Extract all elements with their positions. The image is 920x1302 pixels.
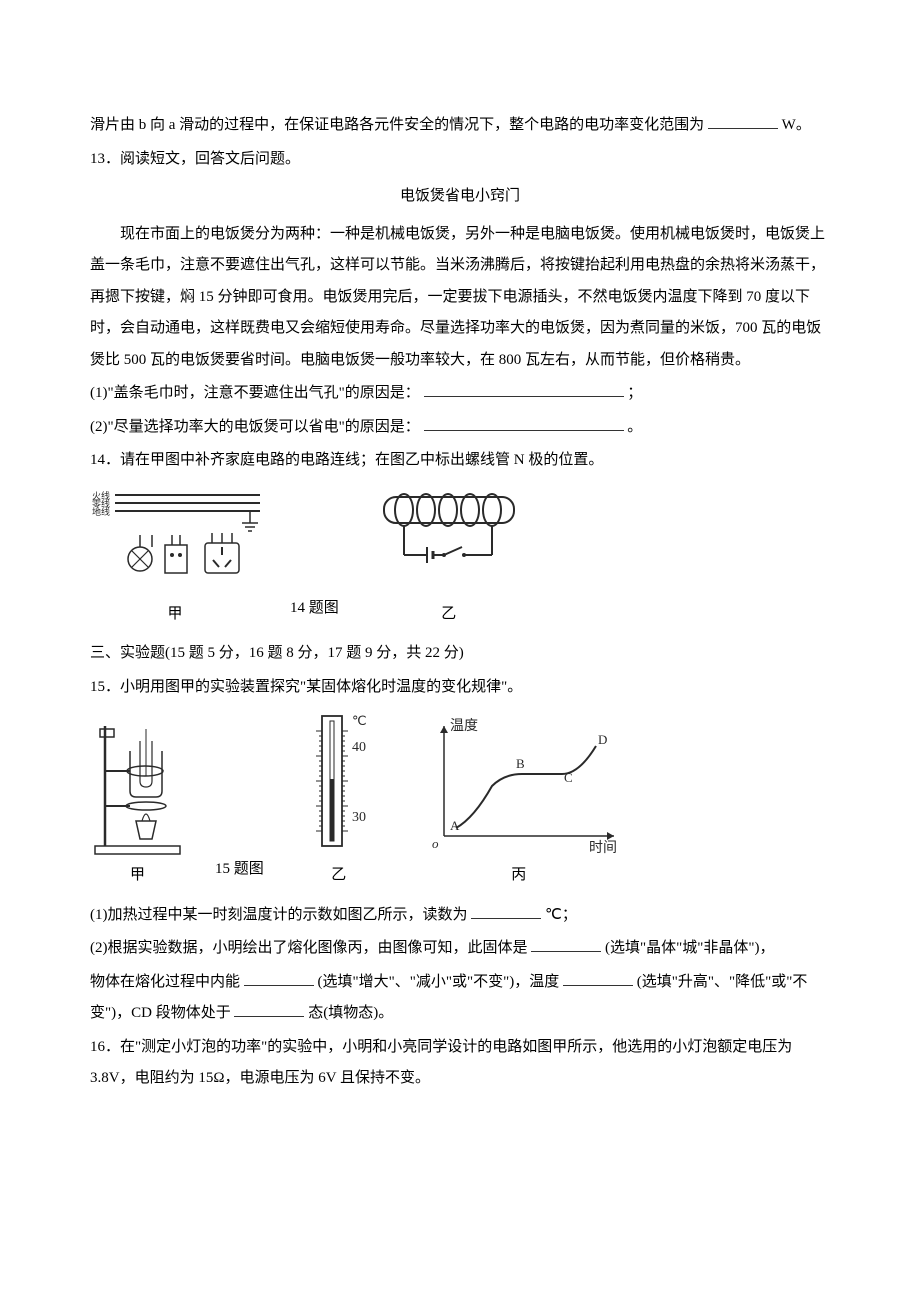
q15-fig-jia-box: 甲 <box>90 721 185 892</box>
svg-text:o: o <box>432 836 439 851</box>
q15-sub2-f: 态(填物态)。 <box>308 1005 393 1021</box>
q12-unit: W。 <box>782 117 811 133</box>
svg-text:B: B <box>516 756 525 771</box>
svg-text:时间: 时间 <box>589 840 617 856</box>
q15-label-bing: 丙 <box>511 860 526 892</box>
q15-fig-yi: ℃ 40 30 <box>294 711 384 856</box>
q15-prompt: 15．小明用图甲的实验装置探究"某固体熔化时温度的变化规律"。 <box>90 672 830 704</box>
q13-passage: 现在市面上的电饭煲分为两种：一种是机械电饭煲，另外一种是电脑电饭煲。使用机械电饭… <box>90 219 830 377</box>
q13-sub1-text: (1)"盖条毛巾时，注意不要遮住出气孔"的原因是： <box>90 385 420 401</box>
q14-fig-jia-box: 火线零线地线 甲 <box>90 485 260 631</box>
section3-header: 三、实验题(15 题 5 分，16 题 8 分，17 题 9 分，共 22 分) <box>90 638 830 670</box>
svg-text:温度: 温度 <box>450 718 478 734</box>
q12-tail-text: 滑片由 b 向 a 滑动的过程中，在保证电路各元件安全的情况下，整个电路的电功率… <box>90 117 704 133</box>
q15-sub2-blank3[interactable] <box>563 969 633 986</box>
svg-text:地线: 地线 <box>92 506 110 517</box>
q15-sub2-blank1[interactable] <box>531 936 601 953</box>
q13-sub2-blank[interactable] <box>424 414 624 431</box>
q15-sub1-a: (1)加热过程中某一时刻温度计的示数如图乙所示，读数为 <box>90 907 468 923</box>
q15-sub2-c: 物体在熔化过程中内能 <box>90 974 240 990</box>
svg-text:℃: ℃ <box>352 713 367 728</box>
svg-text:40: 40 <box>352 740 366 755</box>
q15-fig-bing: 温度时间 oA B C D <box>414 716 624 856</box>
q14-label-yi: 乙 <box>441 599 456 631</box>
svg-text:D: D <box>598 732 607 747</box>
q13-sub1: (1)"盖条毛巾时，注意不要遮住出气孔"的原因是： ； <box>90 378 830 410</box>
q15-fig-jia <box>90 721 185 856</box>
q13-sub2: (2)"尽量选择功率大的电饭煲可以省电"的原因是： 。 <box>90 412 830 444</box>
q13-title: 电饭煲省电小窍门 <box>90 181 830 213</box>
svg-text:A: A <box>450 818 460 833</box>
q15-sub1-blank[interactable] <box>471 902 541 919</box>
q13-sub1-tail: ； <box>627 385 642 401</box>
q15-sub2-blank4[interactable] <box>234 1001 304 1018</box>
q15-sub2-b: (选填"晶体"城"非晶体")， <box>605 940 774 956</box>
q14-prompt: 14．请在甲图中补齐家庭电路的电路连线；在图乙中标出螺线管 N 极的位置。 <box>90 445 830 477</box>
q15-sub2-a: (2)根据实验数据，小明绘出了熔化图像丙，由图像可知，此固体是 <box>90 940 528 956</box>
q15-sub1-b: ℃； <box>545 907 577 923</box>
q15-sub2-line2: 物体在熔化过程中内能 (选填"增大"、"减小"或"不变")，温度 (选填"升高"… <box>90 967 830 1030</box>
q14-fig-yi <box>369 485 529 595</box>
q15-sub1: (1)加热过程中某一时刻温度计的示数如图乙所示，读数为 ℃； <box>90 900 830 932</box>
q14-fig-yi-box: 乙 <box>369 485 529 631</box>
q15-label-mid: 15 题图 <box>215 854 264 892</box>
q13-sub2-text: (2)"尽量选择功率大的电饭煲可以省电"的原因是： <box>90 419 420 435</box>
q16-prompt: 16．在"测定小灯泡的功率"的实验中，小明和小亮同学设计的电路如图甲所示，他选用… <box>90 1032 830 1095</box>
q15-sub2-d: (选填"增大"、"减小"或"不变")，温度 <box>318 974 560 990</box>
q14-label-jia: 甲 <box>167 599 182 631</box>
q12-blank[interactable] <box>708 113 778 130</box>
q14-figures: 火线零线地线 甲 14 题图 乙 <box>90 485 830 631</box>
q15-label-yi: 乙 <box>331 860 346 892</box>
q15-sub2-blank2[interactable] <box>244 969 314 986</box>
svg-text:C: C <box>564 770 573 785</box>
q15-sub2-line1: (2)根据实验数据，小明绘出了熔化图像丙，由图像可知，此固体是 (选填"晶体"城… <box>90 933 830 965</box>
q14-fig-jia: 火线零线地线 <box>90 485 260 595</box>
q15-fig-yi-box: ℃ 40 30 乙 <box>294 711 384 892</box>
svg-text:30: 30 <box>352 810 366 825</box>
q15-figures: 甲 15 题图 ℃ 40 30 乙 温度时间 oA B C D 丙 <box>90 711 830 892</box>
q15-label-jia: 甲 <box>130 860 145 892</box>
q13-prompt: 13．阅读短文，回答文后问题。 <box>90 144 830 176</box>
q14-label-mid: 14 题图 <box>290 593 339 631</box>
q13-sub1-blank[interactable] <box>424 381 624 398</box>
q13-sub2-tail: 。 <box>627 419 642 435</box>
q15-fig-bing-box: 温度时间 oA B C D 丙 <box>414 716 624 892</box>
q12-tail-line: 滑片由 b 向 a 滑动的过程中，在保证电路各元件安全的情况下，整个电路的电功率… <box>90 110 830 142</box>
